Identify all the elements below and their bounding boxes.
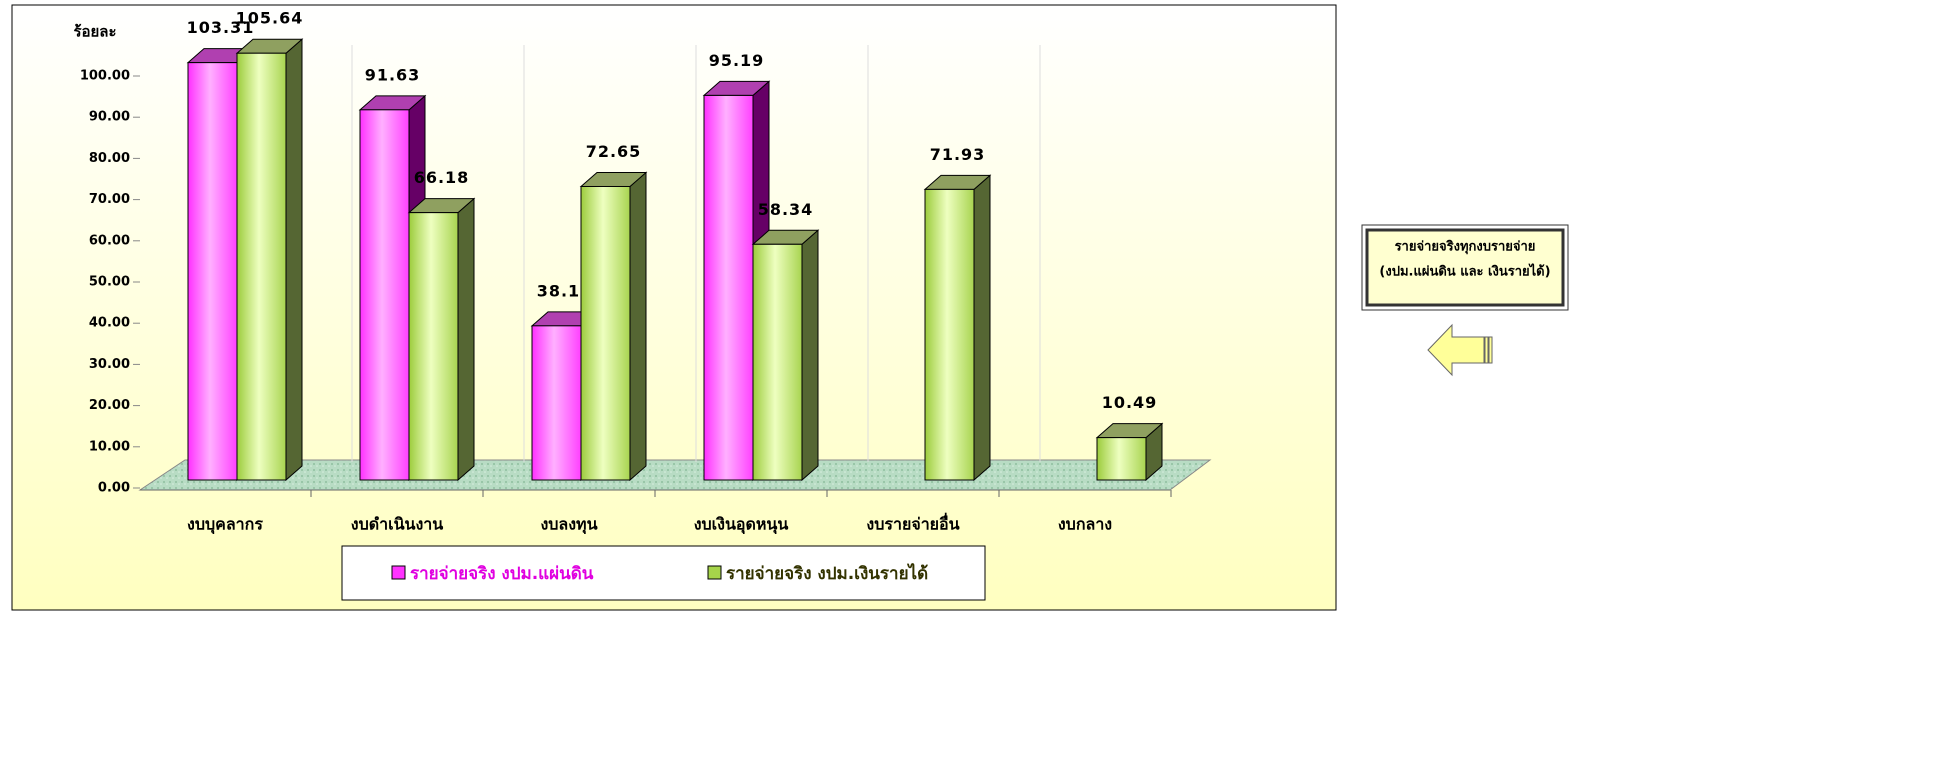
note-box <box>1365 228 1565 307</box>
note-line: รายจ่ายจริงทุกงบรายจ่าย <box>1395 240 1536 255</box>
y-tick-label: 100.00 <box>80 69 130 84</box>
note-line: (งปม.แผ่นดิน และ เงินรายได้) <box>1379 263 1550 280</box>
y-tick-label: 40.00 <box>89 316 130 331</box>
value-label: 71.93 <box>930 145 986 164</box>
x-tick-label: งบกลาง <box>1058 515 1112 534</box>
x-tick-label: งบเงินอุดหนุน <box>694 515 789 535</box>
value-label: 10.49 <box>1102 393 1158 412</box>
bar <box>703 94 754 481</box>
legend-swatch <box>391 565 406 580</box>
value-label: 72.65 <box>586 142 642 161</box>
x-tick-label: งบลงทุน <box>540 515 597 535</box>
y-tick-label: 80.00 <box>89 151 130 166</box>
y-tick-label: 60.00 <box>89 233 130 248</box>
bars: 103.31 91.63 38.16 95.19 105.64 66.18 72.65 58.… <box>187 9 1164 482</box>
bar-side <box>629 171 647 482</box>
y-tick-label: 70.00 <box>89 192 130 207</box>
bar-side <box>801 229 819 482</box>
bar <box>236 52 287 481</box>
legend <box>341 545 986 601</box>
value-label: 105.64 <box>236 9 304 28</box>
value-label: 91.63 <box>365 65 421 84</box>
bar <box>752 243 803 481</box>
y-tick-label: 50.00 <box>89 275 130 290</box>
bar-side <box>973 174 991 482</box>
bar-side <box>285 38 303 482</box>
bar <box>187 62 238 481</box>
value-label: 66.18 <box>414 168 470 187</box>
bar <box>408 212 459 481</box>
y-tick-label: 90.00 <box>89 110 130 125</box>
y-tick-label: 20.00 <box>89 398 130 413</box>
bar <box>1096 437 1147 481</box>
legend-label: รายจ่ายจริง งปม.เงินรายได้ <box>726 563 928 584</box>
value-label: 95.19 <box>709 51 765 70</box>
x-tick-label: งบรายจ่ายอื่น <box>866 513 959 534</box>
value-label: 103.31 <box>187 18 255 37</box>
legend-swatch <box>707 565 722 580</box>
value-label: 38.16 <box>537 281 593 300</box>
bar <box>924 188 975 481</box>
bar <box>359 109 410 481</box>
legend-items: รายจ่ายจริง งปม.แผ่นดิน รายจ่ายจริง งปม.เ… <box>391 563 928 584</box>
x-tick-label: งบดำเนินงาน <box>351 515 443 534</box>
y-tick-label: 10.00 <box>89 439 130 454</box>
bar <box>531 325 582 481</box>
grid: 0.00 10.00 20.00 30.00 40.00 50.00 60.00 70.00 8… <box>80 45 1172 535</box>
bar <box>580 185 631 481</box>
y-tick-label: 30.00 <box>89 357 130 372</box>
legend-label: รายจ่ายจริง งปม.แผ่นดิน <box>410 564 594 584</box>
y-tick-label: 0.00 <box>98 481 130 496</box>
arrow <box>1427 323 1493 377</box>
y-axis-title: ร้อยละ <box>73 23 116 41</box>
x-tick-label: งบบุคลากร <box>187 515 263 535</box>
value-label: 58.34 <box>758 200 814 219</box>
bar-side <box>457 197 475 482</box>
